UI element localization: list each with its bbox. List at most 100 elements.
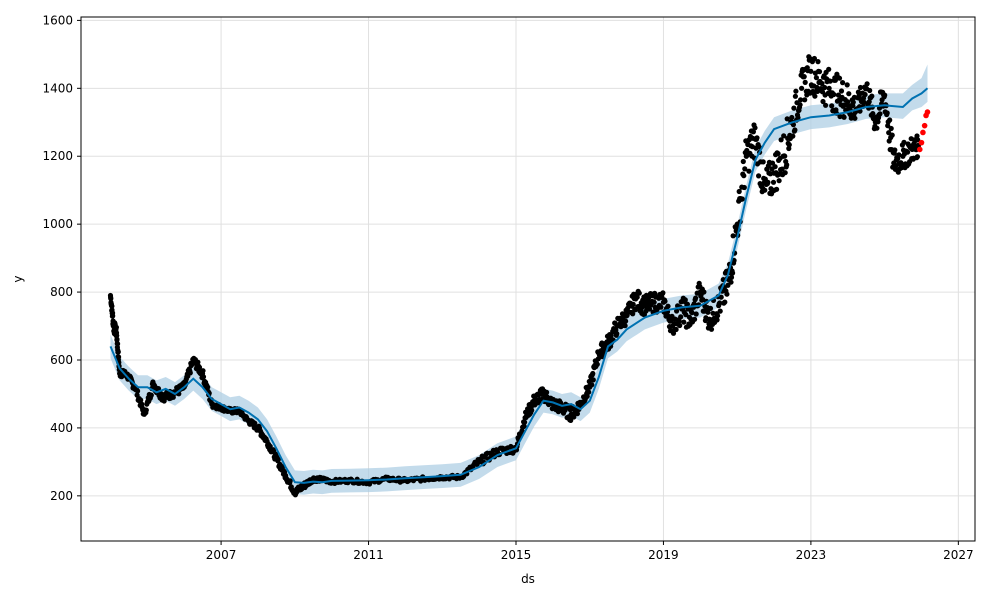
observed-point	[736, 188, 742, 195]
observed-point	[739, 196, 745, 202]
observed-point	[877, 111, 883, 117]
observed-point	[677, 322, 683, 329]
y-tick-label: 200	[50, 489, 73, 503]
observed-point	[770, 179, 777, 185]
observed-point	[786, 142, 792, 148]
observed-point	[529, 407, 535, 413]
observed-point	[829, 103, 835, 109]
observed-point	[819, 80, 825, 87]
observed-point	[608, 332, 614, 339]
observed-point	[914, 154, 921, 160]
observed-point	[795, 115, 801, 121]
observed-point	[714, 317, 720, 323]
observed-point	[808, 68, 814, 74]
observed-point	[682, 297, 688, 303]
recent-observed-point	[920, 129, 926, 136]
observed-point	[784, 116, 790, 122]
observed-point	[287, 478, 293, 484]
observed-point	[775, 151, 781, 157]
observed-point	[522, 419, 528, 425]
observed-point	[676, 318, 682, 324]
observed-point	[823, 102, 829, 108]
plot-frame	[80, 16, 976, 542]
x-tick-label: 2007	[206, 548, 237, 562]
observed-point	[684, 301, 691, 307]
observed-point	[116, 354, 122, 360]
observed-point	[660, 290, 666, 296]
y-tick-label: 1400	[42, 81, 73, 95]
observed-point	[762, 187, 768, 193]
observed-point	[750, 129, 757, 135]
observed-point	[678, 314, 684, 320]
observed-point	[724, 291, 730, 297]
recent-observed-point	[916, 146, 923, 153]
observed-point	[622, 323, 628, 329]
observed-point	[728, 279, 734, 285]
y-tick-label: 1600	[42, 13, 73, 27]
observed-point	[521, 423, 527, 429]
observed-point	[205, 384, 211, 390]
observed-point	[143, 407, 149, 413]
observed-point	[718, 294, 724, 300]
observed-point	[586, 389, 592, 395]
observed-point	[790, 133, 796, 139]
observed-point	[115, 349, 121, 355]
observed-point	[275, 456, 281, 462]
observed-point	[836, 75, 843, 81]
recent-observed-point	[924, 109, 931, 115]
observed-point	[754, 135, 760, 141]
observed-point	[779, 166, 785, 172]
observed-point	[693, 311, 699, 317]
observed-point	[110, 313, 116, 319]
observed-point	[782, 170, 788, 176]
observed-point	[816, 69, 823, 75]
observed-point	[681, 319, 687, 325]
observed-point	[594, 361, 600, 367]
observed-point	[708, 326, 715, 332]
observed-point	[138, 397, 144, 403]
observed-point	[774, 186, 780, 192]
observed-point	[822, 84, 828, 91]
observed-point	[636, 290, 642, 296]
y-tick-label: 1200	[42, 149, 73, 163]
observed-point	[875, 119, 881, 125]
observed-point	[846, 91, 852, 97]
observed-point	[584, 393, 590, 399]
observed-point	[862, 91, 868, 98]
observed-point	[765, 179, 771, 185]
observed-point	[792, 93, 799, 99]
observed-point	[752, 125, 758, 131]
observed-point	[756, 173, 762, 179]
observed-point	[915, 137, 921, 143]
observed-point	[870, 111, 876, 117]
observed-point	[914, 133, 920, 139]
x-tick-label: 2019	[648, 548, 679, 562]
observed-point	[826, 66, 832, 72]
y-tick-label: 600	[50, 353, 73, 367]
observed-point	[888, 125, 894, 132]
y-tick-label: 400	[50, 421, 73, 435]
observed-point	[646, 306, 653, 312]
y-axis-label: y	[11, 275, 25, 282]
observed-point	[614, 331, 620, 337]
observed-point	[630, 311, 636, 317]
x-tick-label: 2015	[501, 548, 532, 562]
observed-point	[623, 318, 629, 324]
observed-point	[892, 147, 898, 153]
observed-point	[884, 110, 890, 116]
observed-point	[589, 382, 595, 388]
observed-point	[781, 133, 787, 139]
y-tick-label: 800	[50, 285, 73, 299]
observed-point	[568, 417, 574, 423]
observed-point	[113, 324, 119, 330]
observed-point	[693, 295, 699, 301]
observed-point	[901, 139, 907, 145]
observed-point	[109, 303, 115, 309]
observed-point	[683, 312, 689, 318]
y-axis-ticks: 200 400 600 800 1000 1200 1400 1600	[42, 13, 81, 503]
observed-point	[115, 341, 121, 347]
observed-point	[701, 289, 707, 295]
observed-point	[789, 114, 795, 121]
observed-point	[651, 299, 657, 305]
